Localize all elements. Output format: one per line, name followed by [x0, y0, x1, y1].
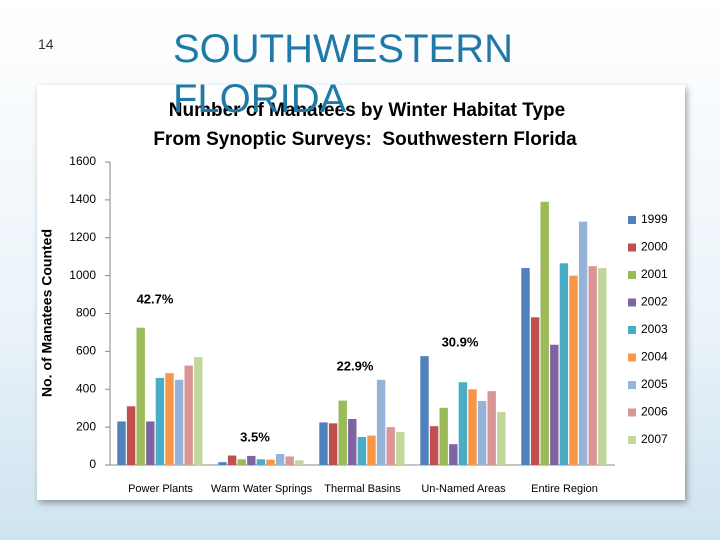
bar	[458, 382, 468, 465]
bar	[497, 411, 506, 465]
slide-number: 14	[38, 36, 54, 52]
legend-swatch	[628, 216, 636, 224]
bar	[227, 455, 237, 465]
bar	[376, 379, 386, 465]
bar	[367, 435, 376, 465]
bar	[559, 263, 569, 465]
annotation: 30.9%	[442, 334, 479, 349]
bar	[328, 423, 338, 465]
y-tick-label: 200	[76, 419, 96, 433]
legend-swatch	[628, 408, 636, 417]
bar	[449, 444, 458, 465]
legend-swatch	[628, 298, 636, 307]
bar	[396, 431, 405, 465]
bar	[550, 344, 559, 465]
legend-label: 2002	[641, 295, 668, 309]
bar	[429, 426, 439, 465]
bar	[194, 357, 203, 465]
y-tick-label: 1200	[69, 230, 96, 244]
legend-swatch	[628, 326, 636, 334]
legend-swatch	[628, 271, 636, 279]
bar	[266, 459, 275, 465]
bar	[439, 407, 448, 465]
bar	[357, 436, 367, 465]
x-tick-label: Warm Water Springs	[211, 483, 313, 495]
bar	[569, 275, 578, 465]
legend-swatch	[628, 436, 636, 444]
bar	[348, 418, 357, 465]
legend-label: 2007	[641, 432, 668, 446]
bar	[468, 389, 477, 465]
x-tick-label: Entire Region	[531, 483, 598, 495]
y-tick-label: 1000	[69, 268, 96, 282]
bar	[295, 460, 304, 465]
x-tick-label: Un-Named Areas	[421, 483, 506, 495]
y-tick-label: 1600	[69, 154, 96, 168]
bar	[338, 400, 347, 465]
bar	[237, 459, 246, 465]
bar	[184, 365, 193, 465]
bar	[588, 266, 597, 465]
bar	[319, 422, 328, 465]
bar	[578, 221, 588, 465]
chart-title: Number of Manatees by Winter Habitat Typ…	[169, 100, 565, 121]
legend-swatch	[628, 381, 636, 389]
bar	[285, 456, 294, 465]
y-tick-label: 800	[76, 306, 96, 320]
bar	[487, 391, 496, 465]
bar	[598, 268, 607, 465]
y-tick-label: 1400	[69, 192, 96, 206]
annotation: 3.5%	[240, 429, 270, 444]
bar	[155, 377, 165, 465]
legend-label: 2005	[641, 377, 668, 391]
bar	[275, 454, 285, 465]
bar	[218, 462, 227, 465]
legend-label: 2000	[641, 240, 668, 254]
bar	[165, 373, 174, 465]
bar	[126, 406, 136, 465]
y-axis-label: No. of Manatees Counted	[39, 229, 55, 397]
x-tick-label: Thermal Basins	[324, 483, 401, 495]
legend-label: 2004	[641, 350, 668, 364]
bar	[136, 327, 145, 465]
bar	[146, 421, 155, 465]
y-tick-label: 600	[76, 344, 96, 358]
legend-label: 1999	[641, 212, 668, 226]
bar	[247, 455, 256, 465]
bar	[117, 421, 126, 465]
legend-label: 2001	[641, 267, 668, 281]
bar	[386, 427, 395, 465]
legend-label: 2006	[641, 405, 668, 419]
x-tick-label: Power Plants	[128, 483, 193, 495]
bar	[477, 400, 487, 465]
y-tick-label: 400	[76, 381, 96, 395]
bar	[521, 268, 530, 465]
legend-swatch	[628, 353, 636, 362]
y-tick-label: 0	[89, 457, 96, 471]
annotation: 42.7%	[137, 291, 174, 306]
slide-title: SOUTHWESTERN FLORIDA	[173, 27, 513, 121]
bar	[256, 459, 266, 465]
legend-label: 2003	[641, 322, 668, 336]
chart-title: From Synoptic Surveys: Southwestern Flor…	[153, 129, 577, 150]
bar	[540, 201, 549, 466]
bar	[530, 317, 540, 465]
legend-swatch	[628, 243, 636, 252]
bar	[420, 356, 429, 465]
annotation: 22.9%	[337, 358, 374, 373]
bar	[174, 379, 184, 465]
